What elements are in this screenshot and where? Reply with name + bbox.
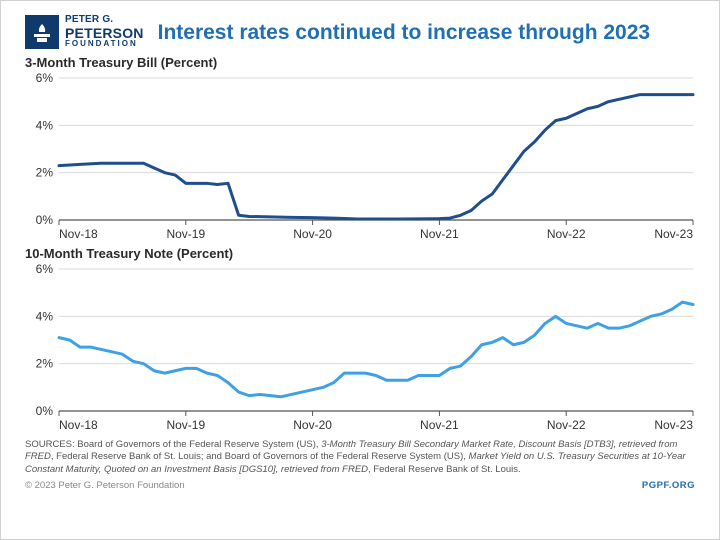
svg-text:2%: 2%	[36, 166, 54, 180]
chart2: 0% 2% 4% 6% Nov-18 Nov-19 Nov-20 Nov-21 Nov-22 No…	[25, 263, 695, 433]
svg-text:Nov-18: Nov-18	[59, 227, 98, 241]
svg-text:4%: 4%	[36, 118, 54, 132]
svg-text:Nov-18: Nov-18	[59, 418, 98, 432]
svg-text:Nov-22: Nov-22	[547, 418, 586, 432]
svg-text:Nov-21: Nov-21	[420, 418, 459, 432]
svg-text:6%: 6%	[36, 72, 54, 85]
logo-line3: FOUNDATION	[65, 40, 144, 48]
logo-text: PETER G. PETERSON FOUNDATION	[65, 15, 144, 49]
footer: © 2023 Peter G. Peterson Foundation PGPF…	[25, 480, 695, 491]
chart2-svg: 0% 2% 4% 6% Nov-18 Nov-19 Nov-20 Nov-21 Nov-22 No…	[25, 263, 697, 433]
logo: PETER G. PETERSON FOUNDATION	[25, 15, 144, 49]
footer-url: PGPF.ORG	[642, 480, 695, 491]
svg-text:6%: 6%	[36, 263, 54, 276]
svg-text:4%: 4%	[36, 309, 54, 323]
svg-text:2%: 2%	[36, 357, 54, 371]
chart1-title: 3-Month Treasury Bill (Percent)	[25, 55, 695, 70]
chart1-svg: 0% 2% 4% 6% Nov-18 Nov-19 Nov-20 Nov-21 Nov-22 No…	[25, 72, 697, 242]
svg-text:Nov-20: Nov-20	[293, 227, 332, 241]
svg-text:Nov-23: Nov-23	[654, 227, 693, 241]
logo-line2: PETERSON	[65, 26, 144, 41]
svg-text:Nov-19: Nov-19	[166, 418, 205, 432]
svg-text:Nov-22: Nov-22	[547, 227, 586, 241]
chart2-title: 10-Month Treasury Note (Percent)	[25, 246, 695, 261]
svg-text:Nov-20: Nov-20	[293, 418, 332, 432]
header: PETER G. PETERSON FOUNDATION Interest ra…	[25, 15, 695, 49]
svg-text:0%: 0%	[36, 213, 54, 227]
sources-text: SOURCES: Board of Governors of the Feder…	[25, 439, 695, 476]
page-title: Interest rates continued to increase thr…	[158, 15, 650, 45]
chart1: 0% 2% 4% 6% Nov-18 Nov-19 Nov-20 Nov-21 Nov-22 No…	[25, 72, 695, 242]
svg-text:Nov-21: Nov-21	[420, 227, 459, 241]
torch-icon	[31, 21, 53, 43]
svg-text:Nov-19: Nov-19	[166, 227, 205, 241]
copyright: © 2023 Peter G. Peterson Foundation	[25, 480, 185, 491]
logo-mark	[25, 15, 59, 49]
svg-text:Nov-23: Nov-23	[654, 418, 693, 432]
svg-text:0%: 0%	[36, 404, 54, 418]
